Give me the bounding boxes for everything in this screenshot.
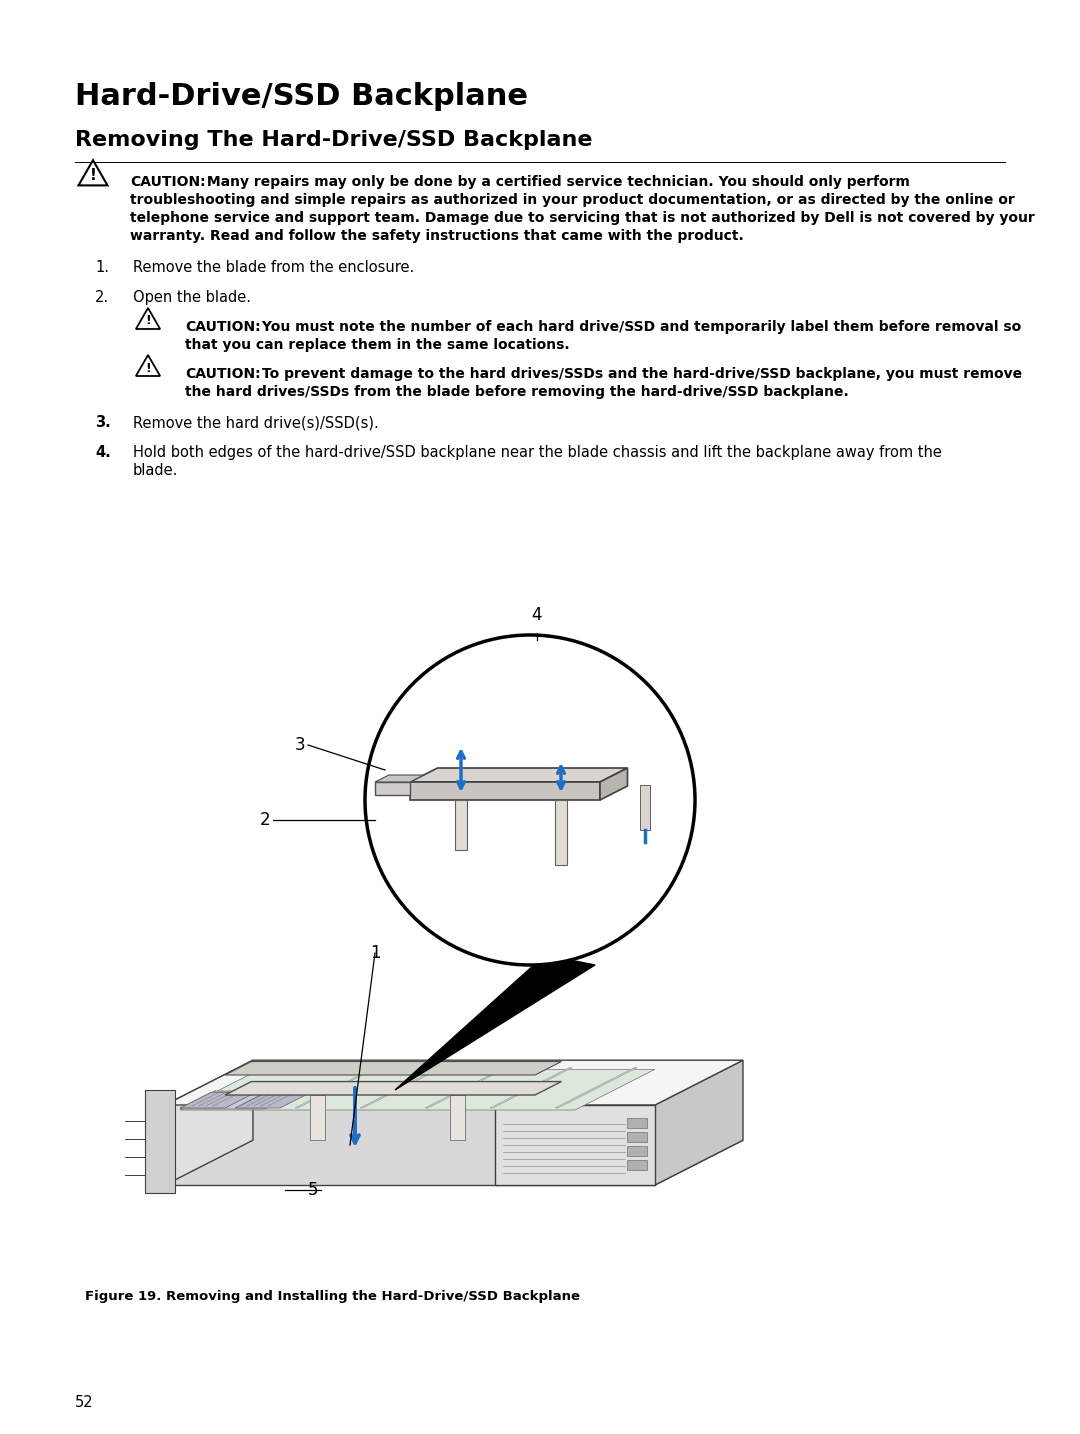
Text: Remove the blade from the enclosure.: Remove the blade from the enclosure. xyxy=(133,260,415,275)
Bar xyxy=(455,800,467,850)
Text: Figure 19. Removing and Installing the Hard-Drive/SSD Backplane: Figure 19. Removing and Installing the H… xyxy=(85,1291,580,1304)
Text: 4: 4 xyxy=(531,607,542,624)
Text: warranty. Read and follow the safety instructions that came with the product.: warranty. Read and follow the safety ins… xyxy=(130,229,744,242)
Polygon shape xyxy=(180,1091,300,1108)
Text: 3: 3 xyxy=(295,736,306,754)
Text: blade.: blade. xyxy=(133,463,178,478)
Text: CAUTION:: CAUTION: xyxy=(185,320,260,334)
Bar xyxy=(627,1131,647,1141)
Polygon shape xyxy=(450,1096,465,1140)
Text: Open the blade.: Open the blade. xyxy=(133,290,251,305)
Polygon shape xyxy=(295,1068,377,1108)
Text: Hold both edges of the hard-drive/SSD backplane near the blade chassis and lift : Hold both edges of the hard-drive/SSD ba… xyxy=(133,445,942,460)
Polygon shape xyxy=(426,1068,508,1108)
Text: 2.: 2. xyxy=(95,290,109,305)
Polygon shape xyxy=(375,774,423,782)
Text: troubleshooting and simple repairs as authorized in your product documentation, : troubleshooting and simple repairs as au… xyxy=(130,194,1015,206)
Text: 4.: 4. xyxy=(95,445,111,460)
Polygon shape xyxy=(165,1140,743,1184)
Text: 1.: 1. xyxy=(95,260,109,275)
Polygon shape xyxy=(310,1096,325,1140)
Circle shape xyxy=(365,635,696,965)
Polygon shape xyxy=(235,1093,311,1108)
Text: 52: 52 xyxy=(75,1395,94,1410)
Polygon shape xyxy=(555,1068,637,1108)
Text: !: ! xyxy=(90,168,96,184)
Text: that you can replace them in the same locations.: that you can replace them in the same lo… xyxy=(185,338,569,351)
Polygon shape xyxy=(165,1060,253,1184)
Polygon shape xyxy=(600,769,627,800)
Polygon shape xyxy=(145,1090,175,1193)
Text: 3.: 3. xyxy=(95,414,111,430)
Text: 1: 1 xyxy=(369,944,380,962)
Polygon shape xyxy=(395,955,595,1090)
Polygon shape xyxy=(360,1068,442,1108)
Text: Removing The Hard-Drive/SSD Backplane: Removing The Hard-Drive/SSD Backplane xyxy=(75,130,593,151)
Text: CAUTION:: CAUTION: xyxy=(185,367,260,381)
Polygon shape xyxy=(410,769,627,782)
Text: the hard drives/SSDs from the blade before removing the hard-drive/SSD backplane: the hard drives/SSDs from the blade befo… xyxy=(185,384,849,399)
Bar xyxy=(627,1119,647,1129)
Polygon shape xyxy=(180,1093,256,1108)
Polygon shape xyxy=(410,782,600,800)
Text: Many repairs may only be done by a certified service technician. You should only: Many repairs may only be done by a certi… xyxy=(202,175,909,189)
Circle shape xyxy=(367,637,693,964)
Bar xyxy=(627,1160,647,1170)
Text: !: ! xyxy=(145,361,151,374)
Polygon shape xyxy=(225,1081,562,1096)
Text: CAUTION:: CAUTION: xyxy=(130,175,205,189)
Bar xyxy=(555,800,567,865)
Text: 2: 2 xyxy=(259,812,270,829)
Polygon shape xyxy=(654,1060,743,1184)
Text: Hard-Drive/SSD Backplane: Hard-Drive/SSD Backplane xyxy=(75,82,528,110)
Polygon shape xyxy=(165,1060,743,1106)
Bar xyxy=(627,1146,647,1156)
Text: telephone service and support team. Damage due to servicing that is not authoriz: telephone service and support team. Dama… xyxy=(130,211,1035,225)
Text: You must note the number of each hard drive/SSD and temporarily label them befor: You must note the number of each hard dr… xyxy=(257,320,1022,334)
Text: !: ! xyxy=(145,314,151,327)
Polygon shape xyxy=(165,1106,654,1184)
Bar xyxy=(640,784,650,830)
Text: To prevent damage to the hard drives/SSDs and the hard-drive/SSD backplane, you : To prevent damage to the hard drives/SSD… xyxy=(257,367,1022,381)
Polygon shape xyxy=(375,782,410,794)
Polygon shape xyxy=(180,1070,654,1110)
Polygon shape xyxy=(490,1068,572,1108)
Polygon shape xyxy=(495,1106,654,1184)
Text: 5: 5 xyxy=(308,1182,319,1199)
Polygon shape xyxy=(225,1061,562,1076)
Text: Remove the hard drive(s)/SSD(s).: Remove the hard drive(s)/SSD(s). xyxy=(133,414,379,430)
